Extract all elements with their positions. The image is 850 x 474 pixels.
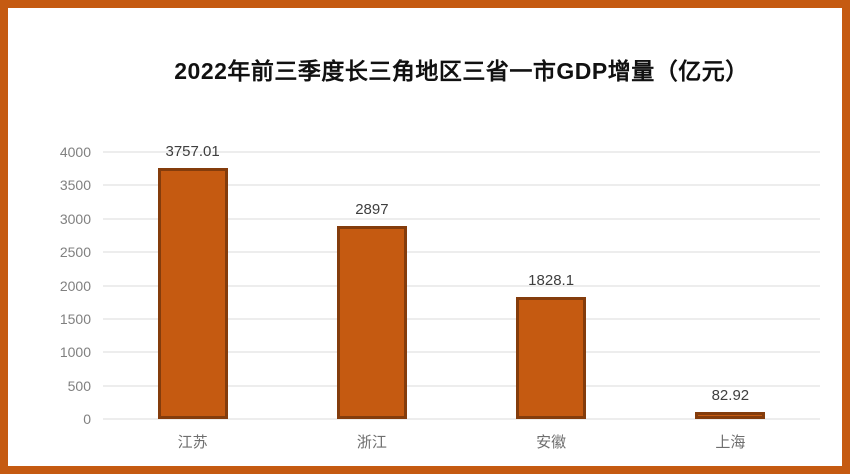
gridline xyxy=(103,217,820,220)
x-axis-category-label: 上海 xyxy=(715,434,746,451)
bar xyxy=(695,412,766,419)
y-axis-tick-label: 3500 xyxy=(59,177,91,194)
y-axis-tick-label: 1000 xyxy=(59,344,91,361)
gridline xyxy=(103,351,820,354)
gridline xyxy=(103,151,820,153)
gridline xyxy=(103,184,820,187)
bar-value-label: 1828.1 xyxy=(528,271,575,289)
bar-slot: 2897 浙江 xyxy=(282,152,461,451)
x-axis-category-label: 江苏 xyxy=(177,434,208,451)
bar-slot: 1828.1 安徽 xyxy=(462,152,641,451)
bar-slot: 3757.01 江苏 xyxy=(103,143,282,451)
gridline xyxy=(103,251,820,254)
chart-title: 2022年前三季度长三角地区三省一市GDP增量（亿元） xyxy=(174,58,749,84)
gridline xyxy=(103,284,820,287)
x-axis-category-label: 浙江 xyxy=(356,434,387,451)
plot-area: 0 500 1000 1500 2000 2500 3000 3500 4000 3757.01 江… xyxy=(60,143,820,451)
gridline xyxy=(103,317,820,320)
x-axis-category-label: 安徽 xyxy=(536,434,567,451)
bar xyxy=(157,168,228,419)
bar-value-label: 82.92 xyxy=(711,387,750,404)
gridline xyxy=(103,418,820,420)
y-axis-tick-label: 2000 xyxy=(59,277,91,294)
y-axis-tick-label: 3000 xyxy=(59,210,91,227)
y-axis-tick-label: 1500 xyxy=(59,310,91,327)
gridline xyxy=(103,384,820,387)
y-axis-tick-label: 4000 xyxy=(59,144,91,160)
bar xyxy=(336,225,407,419)
bar-value-label: 2897 xyxy=(355,200,389,218)
y-axis-tick-label: 500 xyxy=(67,377,91,394)
y-axis-tick-label: 2500 xyxy=(59,244,91,261)
y-axis-tick-label: 0 xyxy=(83,411,91,427)
bar xyxy=(516,296,587,419)
bar-value-label: 3757.01 xyxy=(165,143,220,161)
bar-slot: 82.92 上海 xyxy=(641,152,820,451)
